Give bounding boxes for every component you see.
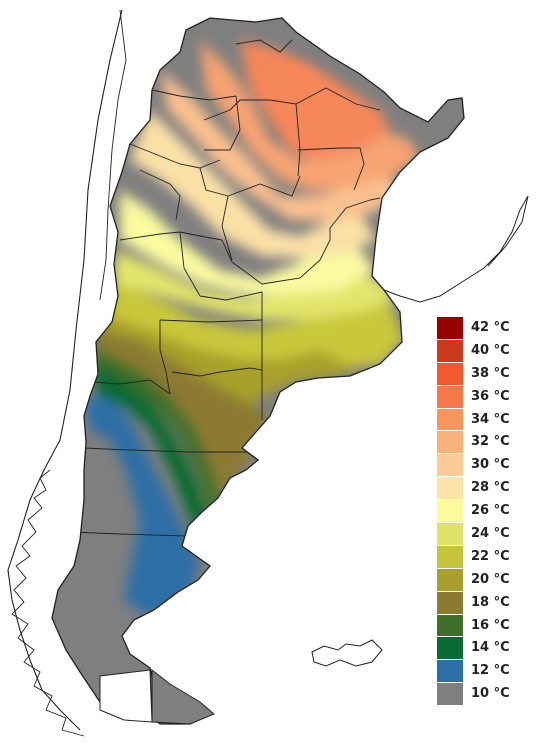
tierra-del-fuego-arg: [151, 668, 215, 725]
legend-label: 40 °C: [471, 342, 510, 358]
legend-swatch: [437, 408, 463, 432]
legend-item: 10 °C: [437, 683, 527, 707]
legend-item: 22 °C: [437, 545, 527, 569]
temp-core-34: [262, 60, 350, 140]
legend-label: 38 °C: [471, 365, 510, 381]
legend-item: 32 °C: [437, 431, 527, 455]
legend-swatch: [437, 683, 463, 707]
legend-label: 34 °C: [471, 411, 510, 427]
legend-swatch: [437, 431, 463, 455]
legend-label: 28 °C: [471, 480, 510, 496]
province-borders: [69, 39, 381, 721]
andes-border-line: [99, 9, 127, 301]
temp-band-26: [120, 190, 376, 296]
legend-label: 14 °C: [471, 640, 510, 656]
falkland-islands: [311, 639, 383, 667]
legend-swatch: [437, 545, 463, 569]
legend-item: 14 °C: [437, 637, 527, 661]
legend-swatch: [437, 317, 463, 340]
tierra-del-fuego-chile: [99, 669, 153, 723]
temp-band-12: [84, 394, 200, 618]
legend-label: 26 °C: [471, 503, 510, 519]
legend-label: 20 °C: [471, 571, 510, 587]
legend-swatch: [437, 523, 463, 546]
legend-label: 36 °C: [471, 388, 510, 404]
legend-item: 42 °C: [437, 317, 527, 340]
legend-label: 16 °C: [471, 617, 510, 633]
legend-item: 18 °C: [437, 591, 527, 615]
temp-band-24: [114, 250, 398, 320]
legend-swatch: [437, 385, 463, 409]
legend-swatch: [437, 339, 463, 363]
legend-item: 34 °C: [437, 408, 527, 432]
temp-band-14: [90, 360, 212, 560]
temp-band-22: [110, 282, 404, 366]
temperature-legend: 42 °C 40 °C 38 °C 36 °C 34 °C 32 °C 30 °C 28 °C…: [437, 317, 527, 707]
legend-item: 24 °C: [437, 523, 527, 546]
legend-swatch: [437, 362, 463, 386]
legend-item: 26 °C: [437, 500, 527, 524]
legend-swatch: [437, 500, 463, 524]
legend-item: 16 °C: [437, 614, 527, 638]
legend-item: 28 °C: [437, 477, 527, 501]
chile-fjords: [11, 469, 85, 737]
legend-swatch: [437, 568, 463, 592]
legend-label: 24 °C: [471, 526, 510, 542]
legend-item: 30 °C: [437, 454, 527, 478]
legend-item: 38 °C: [437, 362, 527, 386]
legend-item: 20 °C: [437, 568, 527, 592]
legend-label: 10 °C: [471, 686, 510, 702]
chile-coastline: [7, 9, 123, 731]
legend-swatch: [437, 637, 463, 661]
legend-label: 30 °C: [471, 457, 510, 473]
legend-swatch: [437, 477, 463, 501]
legend-label: 18 °C: [471, 594, 510, 610]
legend-label: 32 °C: [471, 434, 510, 450]
legend-item: 36 °C: [437, 385, 527, 409]
uruguay-brazil-border: [383, 195, 529, 303]
temp-band-30: [160, 70, 400, 222]
legend-item: 12 °C: [437, 660, 527, 684]
temp-band-32: [200, 40, 420, 192]
legend-label: 42 °C: [471, 320, 510, 335]
temp-band-28: [130, 110, 376, 258]
temp-band-18: [96, 320, 270, 500]
legend-item: 40 °C: [437, 339, 527, 363]
legend-swatch: [437, 614, 463, 638]
legend-swatch: [437, 660, 463, 684]
legend-swatch: [437, 591, 463, 615]
legend-label: 22 °C: [471, 548, 510, 564]
legend-label: 12 °C: [471, 663, 510, 679]
legend-swatch: [437, 454, 463, 478]
